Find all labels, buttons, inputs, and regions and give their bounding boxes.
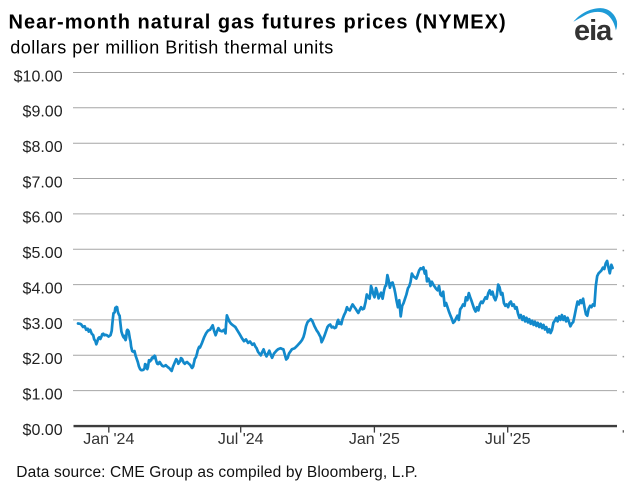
- svg-text:Jul '24: Jul '24: [218, 431, 264, 448]
- svg-text:$2.00: $2.00: [23, 351, 63, 368]
- svg-text:$7.00: $7.00: [23, 174, 63, 191]
- svg-text:Jan '25: Jan '25: [349, 431, 400, 448]
- svg-text:dollars per million British th: dollars per million British thermal unit…: [10, 38, 334, 58]
- svg-text:$0.00: $0.00: [23, 422, 63, 439]
- svg-text:$4.00: $4.00: [23, 280, 63, 297]
- svg-text:Jan '24: Jan '24: [83, 431, 134, 448]
- svg-text:$3.00: $3.00: [23, 316, 63, 333]
- svg-text:Jul '25: Jul '25: [485, 431, 531, 448]
- svg-text:$1.00: $1.00: [23, 386, 63, 403]
- svg-text:Data source: CME Group as comp: Data source: CME Group as compiled by Bl…: [16, 464, 418, 481]
- svg-text:Near-month natural gas futures: Near-month natural gas futures prices (N…: [9, 12, 507, 34]
- svg-text:$5.00: $5.00: [23, 245, 63, 262]
- svg-text:$6.00: $6.00: [23, 210, 63, 227]
- svg-text:$9.00: $9.00: [23, 104, 63, 121]
- svg-text:$10.00: $10.00: [14, 68, 63, 85]
- svg-text:eia: eia: [574, 15, 613, 47]
- svg-text:$8.00: $8.00: [23, 139, 63, 156]
